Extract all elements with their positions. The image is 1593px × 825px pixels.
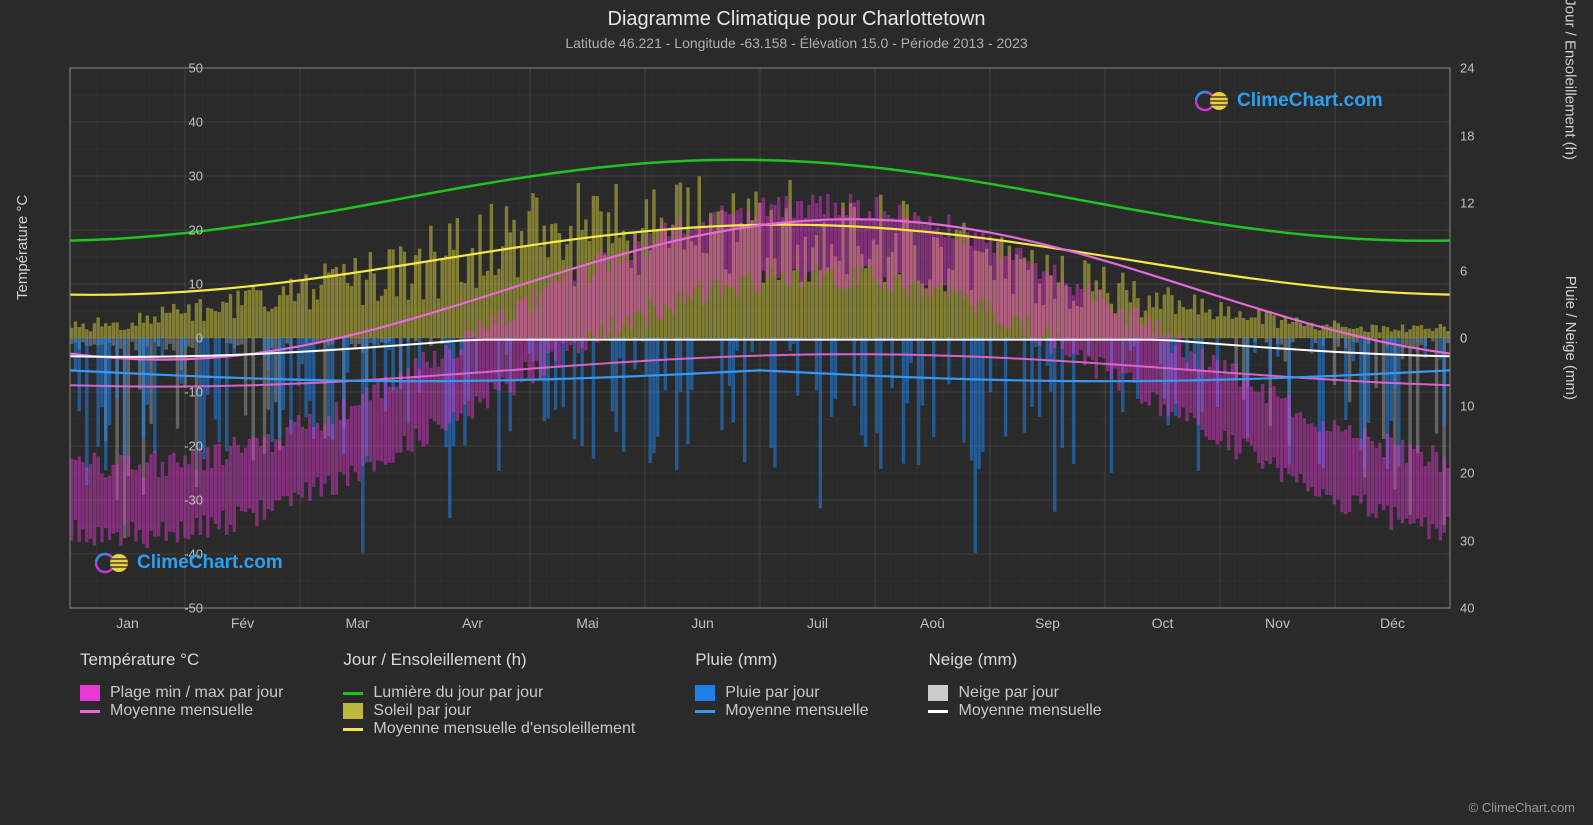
legend-swatch [928, 685, 948, 701]
legend-swatch [695, 685, 715, 701]
legend-item: Plage min / max par jour [80, 684, 283, 702]
y-tick-right-hours: 24 [1460, 61, 1474, 76]
y-tick-right-hours: 6 [1460, 263, 1467, 278]
legend-item: Neige par jour [928, 684, 1101, 702]
legend-header-rain: Pluie (mm) [695, 650, 868, 670]
y-tick-left: 0 [196, 331, 203, 346]
y-axis-left-label: Température °C [14, 195, 31, 300]
y-tick-left: -30 [184, 493, 203, 508]
watermark-text: ClimeChart.com [137, 552, 283, 574]
y-tick-left: 30 [189, 169, 203, 184]
legend-swatch [343, 703, 363, 719]
y-tick-right-mm: 30 [1460, 533, 1474, 548]
watermark: ClimeChart.com [95, 550, 283, 576]
y-axis-right-top-label: Jour / Ensoleillement (h) [1562, 0, 1579, 160]
legend-swatch [343, 728, 363, 731]
y-tick-left: 40 [189, 115, 203, 130]
legend-label: Pluie par jour [725, 684, 819, 702]
y-tick-right-mm: 10 [1460, 398, 1474, 413]
legend-swatch [343, 692, 363, 695]
legend-swatch [80, 685, 100, 701]
legend-label: Soleil par jour [373, 702, 471, 720]
plot-svg [70, 68, 1450, 608]
x-tick-month: Sep [1035, 615, 1060, 631]
x-tick-month: Déc [1380, 615, 1405, 631]
legend-label: Plage min / max par jour [110, 684, 283, 702]
y-tick-left: 20 [189, 223, 203, 238]
legend-header-snow: Neige (mm) [928, 650, 1101, 670]
x-tick-month: Mai [576, 615, 599, 631]
legend-label: Moyenne mensuelle [725, 702, 868, 720]
x-tick-month: Juil [807, 615, 828, 631]
y-tick-left: -50 [184, 601, 203, 616]
legend-item: Moyenne mensuelle [928, 702, 1101, 720]
legend-swatch [928, 710, 948, 713]
legend-item: Moyenne mensuelle d'ensoleillement [343, 720, 635, 738]
legend-swatch [80, 710, 100, 713]
legend-label: Neige par jour [958, 684, 1059, 702]
y-tick-left: 50 [189, 61, 203, 76]
climate-chart-container: Diagramme Climatique pour Charlottetown … [0, 0, 1593, 825]
y-tick-right-mm: 40 [1460, 601, 1474, 616]
legend-item: Soleil par jour [343, 702, 635, 720]
y-axis-right-bottom-label: Pluie / Neige (mm) [1562, 276, 1579, 400]
legend-swatch [695, 710, 715, 713]
x-tick-month: Nov [1265, 615, 1290, 631]
y-tick-left: 10 [189, 277, 203, 292]
legend-header-daylight: Jour / Ensoleillement (h) [343, 650, 635, 670]
legend-item: Moyenne mensuelle [695, 702, 868, 720]
legend-col-rain: Pluie (mm) Pluie par jourMoyenne mensuel… [695, 650, 868, 738]
x-tick-month: Mar [345, 615, 369, 631]
x-tick-month: Jan [116, 615, 139, 631]
legend-label: Moyenne mensuelle d'ensoleillement [373, 720, 635, 738]
y-tick-right-mm: 0 [1460, 331, 1467, 346]
legend-col-snow: Neige (mm) Neige par jourMoyenne mensuel… [928, 650, 1101, 738]
y-tick-left: -10 [184, 385, 203, 400]
x-tick-month: Avr [462, 615, 483, 631]
watermark-text: ClimeChart.com [1237, 90, 1383, 112]
legend-header-temp: Température °C [80, 650, 283, 670]
copyright: © ClimeChart.com [1469, 800, 1575, 815]
y-tick-right-hours: 18 [1460, 128, 1474, 143]
x-tick-month: Oct [1152, 615, 1174, 631]
watermark-logo-icon [95, 550, 131, 576]
legend-col-daylight: Jour / Ensoleillement (h) Lumière du jou… [343, 650, 635, 738]
y-tick-left: -20 [184, 439, 203, 454]
legend-item: Moyenne mensuelle [80, 702, 283, 720]
chart-subtitle: Latitude 46.221 - Longitude -63.158 - Él… [0, 31, 1593, 51]
x-tick-month: Fév [231, 615, 254, 631]
legend-label: Moyenne mensuelle [958, 702, 1101, 720]
legend-label: Moyenne mensuelle [110, 702, 253, 720]
y-tick-right-hours: 12 [1460, 196, 1474, 211]
legend-col-temp: Température °C Plage min / max par jourM… [80, 650, 283, 738]
chart-title: Diagramme Climatique pour Charlottetown [0, 0, 1593, 31]
watermark: ClimeChart.com [1195, 88, 1383, 114]
legend-label: Lumière du jour par jour [373, 684, 543, 702]
plot-area [70, 68, 1450, 608]
legend-item: Pluie par jour [695, 684, 868, 702]
legend: Température °C Plage min / max par jourM… [80, 650, 1553, 738]
x-tick-month: Jun [691, 615, 714, 631]
y-tick-right-mm: 20 [1460, 466, 1474, 481]
legend-item: Lumière du jour par jour [343, 684, 635, 702]
x-tick-month: Aoû [920, 615, 945, 631]
watermark-logo-icon [1195, 88, 1231, 114]
